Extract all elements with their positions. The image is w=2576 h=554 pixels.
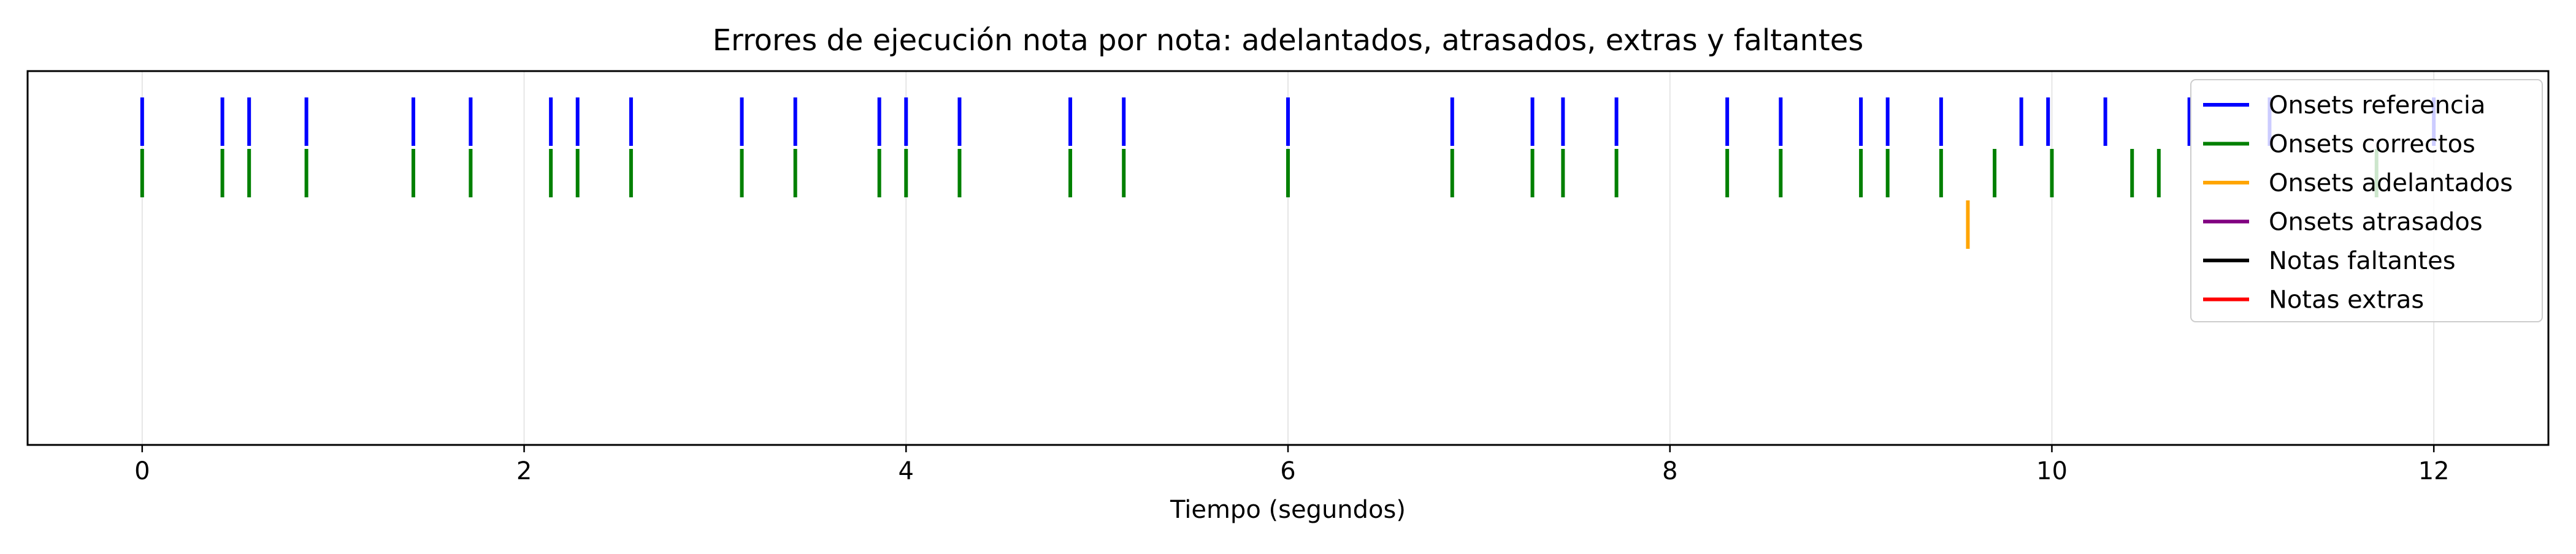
legend-label: Onsets referencia	[2269, 91, 2486, 120]
x-tick-label: 12	[2418, 457, 2450, 485]
x-tick-label: 0	[134, 457, 150, 485]
legend-label: Notas faltantes	[2269, 247, 2456, 275]
x-tick-label: 8	[1662, 457, 1677, 485]
x-tick-label: 10	[2036, 457, 2068, 485]
chart-title: Errores de ejecución nota por nota: adel…	[713, 23, 1864, 58]
x-tick-label: 4	[899, 457, 914, 485]
legend-label: Notas extras	[2269, 286, 2424, 314]
legend-label: Onsets correctos	[2269, 131, 2475, 159]
x-tick-label: 2	[516, 457, 532, 485]
legend: Onsets referencia Onsets correctos Onsets …	[2190, 79, 2543, 322]
x-axis-label: Tiempo (segundos)	[1170, 496, 1406, 524]
legend-box	[2190, 79, 2543, 322]
x-axis: 0 2 4 6 8 10 12	[134, 445, 2450, 485]
legend-label: Onsets atrasados	[2269, 208, 2483, 237]
x-tick-label: 6	[1280, 457, 1295, 485]
legend-label: Onsets adelantados	[2269, 169, 2513, 197]
